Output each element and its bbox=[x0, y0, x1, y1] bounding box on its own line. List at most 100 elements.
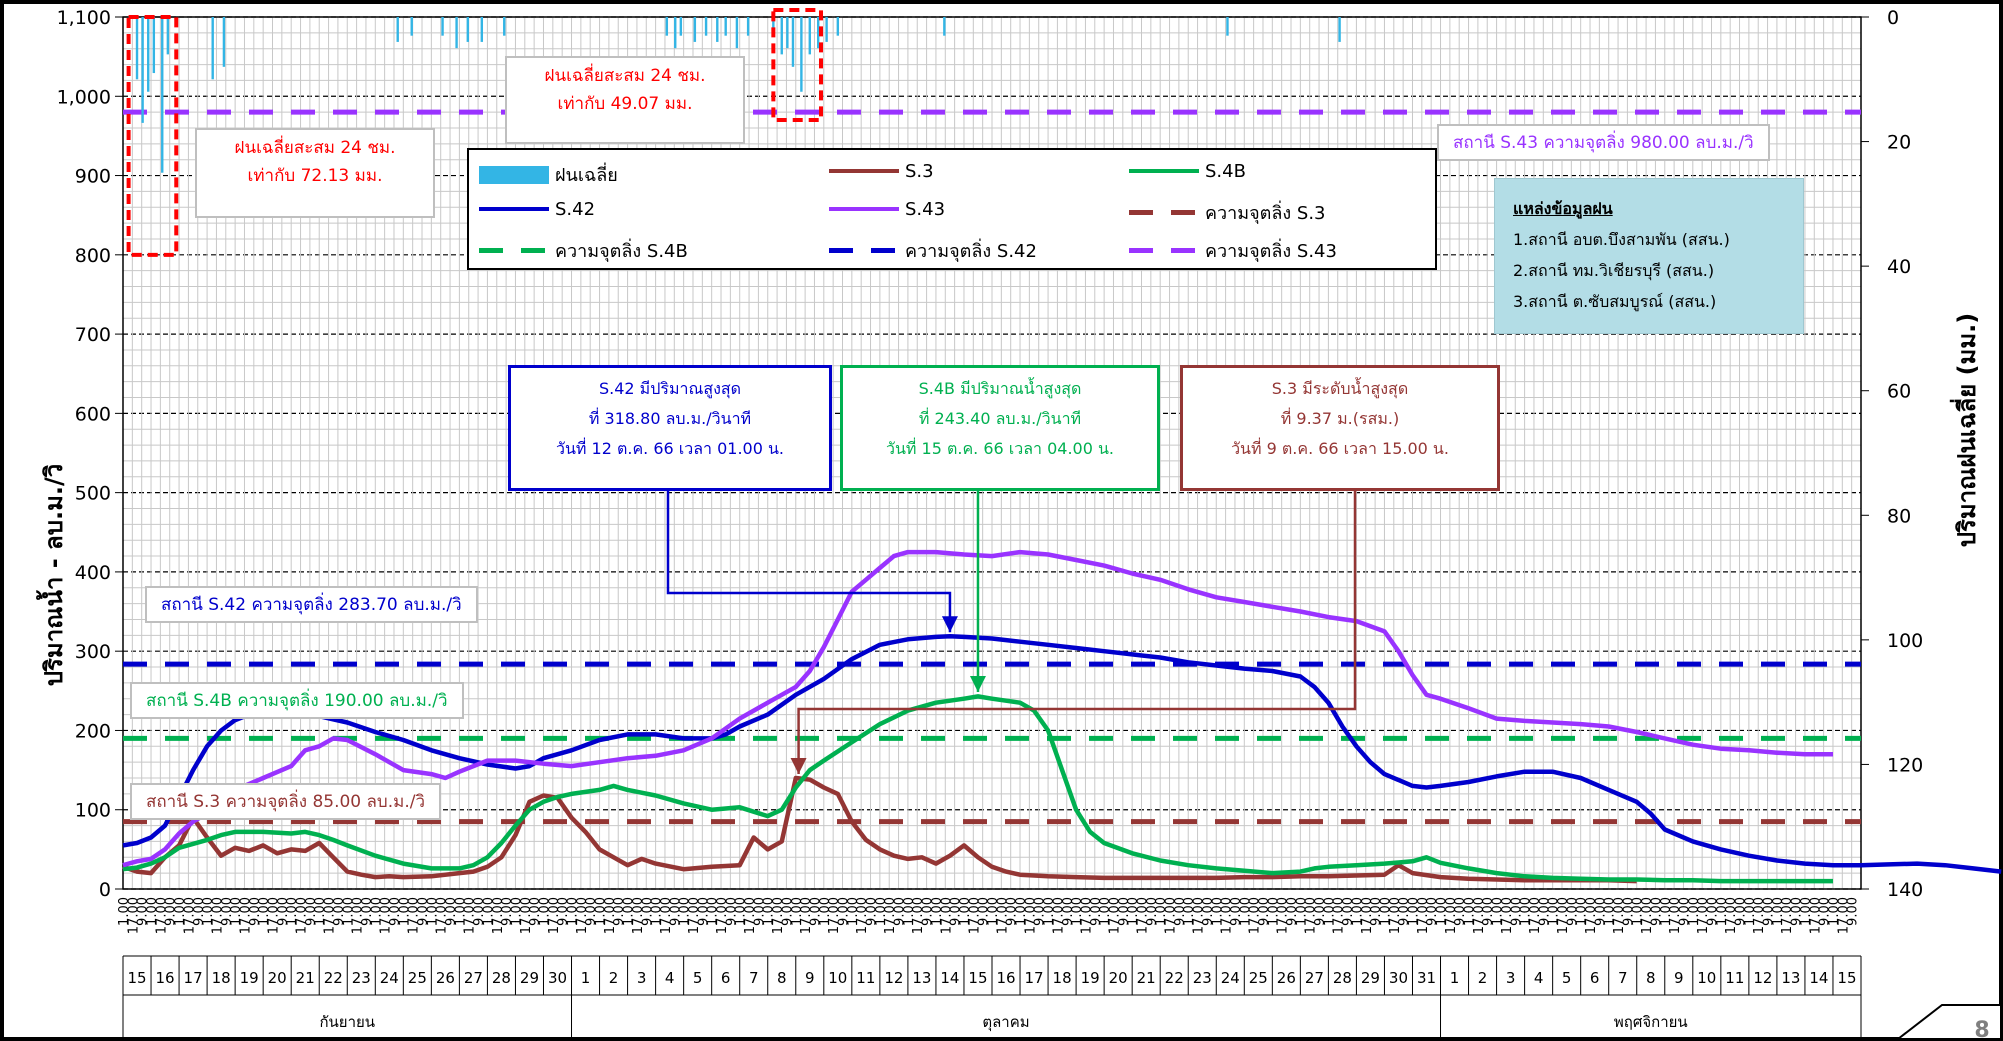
x-time-label: 9.00 bbox=[1089, 897, 1104, 926]
rain-bar bbox=[152, 17, 156, 74]
x-day-label: 7 bbox=[1618, 969, 1628, 987]
x-time-label: 9.00 bbox=[949, 897, 964, 926]
x-day-label: 28 bbox=[1333, 969, 1352, 987]
threshold-label-s43: สถานี S.43 ความจุตลิ่ง 980.00 ลบ.ม./วิ bbox=[1437, 124, 1770, 161]
rain-bar bbox=[836, 17, 840, 36]
x-day-label: 13 bbox=[1781, 969, 1800, 987]
x-time-label: 1.00 bbox=[706, 897, 721, 926]
x-time-label: 1.00 bbox=[117, 897, 132, 926]
x-day-label: 14 bbox=[1809, 969, 1828, 987]
x-time-label: 9.00 bbox=[444, 897, 459, 926]
x-time-label: 17.00 bbox=[1192, 897, 1207, 934]
x-time-label: 9.00 bbox=[865, 897, 880, 926]
x-time-label: 1.00 bbox=[229, 897, 244, 926]
x-time-label: 9.00 bbox=[416, 897, 431, 926]
x-time-label: 9.00 bbox=[1649, 897, 1664, 926]
x-time-label: 17.00 bbox=[1724, 897, 1739, 934]
x-day-label: 20 bbox=[1109, 969, 1128, 987]
y-axis-label-right: ปริมาณฝนเฉลี่ย (มม.) bbox=[1949, 313, 1981, 548]
x-time-label: 1.00 bbox=[1743, 897, 1758, 926]
x-time-label: 1.00 bbox=[1378, 897, 1393, 926]
rain-bar bbox=[800, 17, 803, 92]
legend-bank-s43-label: ความจุตลิ่ง S.43 bbox=[1205, 241, 1337, 262]
x-time-label: 1.00 bbox=[341, 897, 356, 926]
x-time-label: 1.00 bbox=[1070, 897, 1085, 926]
x-time-label: 17.00 bbox=[1416, 897, 1431, 934]
x-time-label: 1.00 bbox=[622, 897, 637, 926]
x-time-label: 17.00 bbox=[1388, 897, 1403, 934]
x-day-label: 25 bbox=[1249, 969, 1268, 987]
x-time-label: 17.00 bbox=[126, 897, 141, 934]
x-time-label: 1.00 bbox=[986, 897, 1001, 926]
rain-note-1-line1: ฝนเฉลี่ยสะสม 24 ชม. bbox=[234, 138, 396, 158]
x-time-label: 17.00 bbox=[743, 897, 758, 934]
rain-bar bbox=[211, 17, 214, 80]
x-time-label: 1.00 bbox=[537, 897, 552, 926]
x-time-label: 17.00 bbox=[323, 897, 338, 934]
legend-s4b-swatch bbox=[1129, 160, 1199, 182]
x-time-label: 1.00 bbox=[874, 897, 889, 926]
x-time-label: 1.00 bbox=[1575, 897, 1590, 926]
rain-bar bbox=[410, 17, 413, 36]
series-line-s43 bbox=[122, 549, 1833, 868]
y-tick-label-right: 140 bbox=[1887, 879, 1923, 901]
x-time-label: 17.00 bbox=[1668, 897, 1683, 934]
x-time-label: 17.00 bbox=[827, 897, 842, 934]
threshold-label-s4b: สถานี S.4B ความจุตลิ่ง 190.00 ลบ.ม./วิ bbox=[130, 682, 464, 719]
x-time-label: 1.00 bbox=[1266, 897, 1281, 926]
legend-bank-s3-swatch bbox=[1129, 202, 1199, 224]
x-time-label: 1.00 bbox=[762, 897, 777, 926]
x-time-label: 17.00 bbox=[1500, 897, 1515, 934]
x-day-label: 27 bbox=[464, 969, 483, 987]
x-day-label: 30 bbox=[548, 969, 567, 987]
rain-highlight-2 bbox=[771, 8, 824, 123]
x-time-label: 9.00 bbox=[780, 897, 795, 926]
x-time-label: 17.00 bbox=[547, 897, 562, 934]
rain-source-heading: แหล่งข้อมูลฝน bbox=[1513, 199, 1613, 218]
x-time-label: 9.00 bbox=[388, 897, 403, 926]
series-line-s4b bbox=[122, 694, 1833, 884]
legend-bank-s3: ความจุตลิ่ง S.3 bbox=[1129, 198, 1326, 227]
rain-note-2-line1: ฝนเฉลี่ยสะสม 24 ชม. bbox=[544, 66, 706, 86]
legend-s43-label: S.43 bbox=[905, 198, 946, 220]
x-time-label: 9.00 bbox=[1453, 897, 1468, 926]
peak-s42: S.42 มีปริมาณสูงสุด ที่ 318.80 ลบ.ม./วิน… bbox=[508, 365, 832, 491]
x-day-label: 15 bbox=[127, 969, 146, 987]
x-time-label: 9.00 bbox=[1425, 897, 1440, 926]
x-day-label: 7 bbox=[749, 969, 759, 987]
legend-bank-s4b-swatch bbox=[479, 240, 549, 262]
x-day-label: 11 bbox=[1725, 969, 1744, 987]
x-time-label: 17.00 bbox=[995, 897, 1010, 934]
x-time-label: 17.00 bbox=[1304, 897, 1319, 934]
rain-bar bbox=[825, 17, 828, 42]
x-time-label: 9.00 bbox=[1173, 897, 1188, 926]
x-time-label: 9.00 bbox=[528, 897, 543, 926]
rain-bar bbox=[441, 17, 444, 36]
rain-bar bbox=[147, 17, 150, 92]
x-time-label: 17.00 bbox=[238, 897, 253, 934]
x-time-label: 9.00 bbox=[248, 897, 263, 926]
x-time-label: 1.00 bbox=[1322, 897, 1337, 926]
x-time-label: 9.00 bbox=[724, 897, 739, 926]
rain-note-2-line2: เท่ากับ 49.07 มม. bbox=[557, 94, 693, 114]
y-tick-label-right: 100 bbox=[1887, 630, 1923, 652]
x-day-label: 2 bbox=[609, 969, 619, 987]
legend-bank-s4b: ความจุตลิ่ง S.4B bbox=[479, 236, 688, 265]
peak-s4b-line1: S.4B มีปริมาณน้ำสูงสุด bbox=[918, 379, 1082, 398]
y-tick-label-left: 1,000 bbox=[57, 86, 111, 108]
x-time-label: 9.00 bbox=[1734, 897, 1749, 926]
x-time-label: 1.00 bbox=[369, 897, 384, 926]
x-time-label: 17.00 bbox=[491, 897, 506, 934]
x-time-label: 17.00 bbox=[1220, 897, 1235, 934]
x-time-label: 17.00 bbox=[435, 897, 450, 934]
legend-s4b: S.4B bbox=[1129, 160, 1246, 182]
peak-s42-line1: S.42 มีปริมาณสูงสุด bbox=[598, 379, 742, 398]
x-time-label: 1.00 bbox=[173, 897, 188, 926]
legend-s4b-label: S.4B bbox=[1205, 160, 1246, 182]
x-time-label: 9.00 bbox=[668, 897, 683, 926]
x-day-label: 3 bbox=[637, 969, 647, 987]
x-time-label: 17.00 bbox=[575, 897, 590, 934]
x-time-label: 1.00 bbox=[1715, 897, 1730, 926]
rain-bar bbox=[455, 17, 458, 49]
x-time-label: 17.00 bbox=[379, 897, 394, 934]
